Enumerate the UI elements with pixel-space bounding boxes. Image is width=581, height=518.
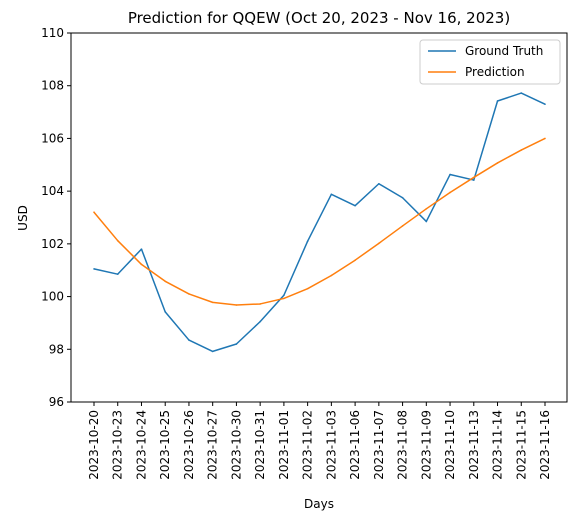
data-point-ground-truth bbox=[141, 248, 143, 250]
y-tick-label: 96 bbox=[49, 395, 64, 409]
x-tick-label: 2023-11-07 bbox=[372, 410, 386, 480]
y-tick-label: 110 bbox=[41, 26, 64, 40]
x-tick-label: 2023-11-01 bbox=[277, 410, 291, 480]
y-tick-label: 98 bbox=[49, 342, 64, 356]
x-tick-label: 2023-11-10 bbox=[443, 410, 457, 480]
data-point-prediction bbox=[212, 302, 214, 304]
data-point-prediction bbox=[520, 149, 522, 151]
y-tick-label: 102 bbox=[41, 237, 64, 251]
legend: Ground Truth Prediction bbox=[420, 40, 560, 84]
x-tick-label: 2023-11-03 bbox=[324, 410, 338, 480]
data-point-prediction bbox=[402, 225, 404, 227]
x-tick-label: 2023-11-02 bbox=[301, 410, 315, 480]
x-tick-label: 2023-10-20 bbox=[87, 410, 101, 480]
x-tick-label: 2023-11-09 bbox=[419, 410, 433, 480]
data-point-ground-truth bbox=[164, 311, 166, 313]
legend-label-ground-truth: Ground Truth bbox=[465, 44, 543, 58]
y-tick-label: 104 bbox=[41, 184, 64, 198]
data-point-prediction bbox=[378, 243, 380, 245]
x-axis-label: Days bbox=[304, 497, 334, 511]
data-point-prediction bbox=[331, 275, 333, 277]
data-point-prediction bbox=[188, 293, 190, 295]
x-tick-label: 2023-11-16 bbox=[538, 410, 552, 480]
y-tick-label: 106 bbox=[41, 131, 64, 145]
data-point-ground-truth bbox=[259, 321, 261, 323]
data-point-ground-truth bbox=[236, 343, 238, 345]
data-point-prediction bbox=[426, 208, 428, 210]
data-point-prediction bbox=[93, 211, 95, 213]
data-point-ground-truth bbox=[307, 240, 309, 242]
x-tick-label: 2023-11-15 bbox=[514, 410, 528, 480]
y-tick-label: 100 bbox=[41, 290, 64, 304]
data-point-ground-truth bbox=[117, 273, 119, 275]
data-point-prediction bbox=[141, 264, 143, 266]
x-tick-label: 2023-10-27 bbox=[206, 410, 220, 480]
data-point-ground-truth bbox=[93, 268, 95, 270]
x-tick-label: 2023-11-14 bbox=[491, 410, 505, 480]
data-point-prediction bbox=[354, 259, 356, 261]
data-point-ground-truth bbox=[520, 92, 522, 94]
chart-title: Prediction for QQEW (Oct 20, 2023 - Nov … bbox=[128, 9, 510, 27]
y-axis-label: USD bbox=[16, 205, 30, 231]
data-point-prediction bbox=[497, 162, 499, 164]
data-point-prediction bbox=[259, 303, 261, 305]
data-point-prediction bbox=[473, 177, 475, 179]
x-axis-ticks: 2023-10-20 2023-10-23 2023-10-24 2023-10-25… bbox=[87, 402, 552, 480]
x-tick-label: 2023-10-25 bbox=[158, 410, 172, 480]
data-point-ground-truth bbox=[544, 103, 546, 105]
data-point-prediction bbox=[449, 192, 451, 194]
data-point-ground-truth bbox=[354, 205, 356, 207]
series-line-prediction bbox=[94, 138, 545, 305]
x-tick-label: 2023-11-06 bbox=[348, 410, 362, 480]
x-tick-label: 2023-10-31 bbox=[253, 410, 267, 480]
series-lines bbox=[93, 92, 546, 352]
y-tick-label: 108 bbox=[41, 79, 64, 93]
data-point-ground-truth bbox=[331, 194, 333, 196]
series-line-ground-truth bbox=[94, 93, 545, 351]
x-tick-label: 2023-10-30 bbox=[229, 410, 243, 480]
x-tick-label: 2023-11-08 bbox=[396, 410, 410, 480]
data-point-ground-truth bbox=[473, 179, 475, 181]
data-point-prediction bbox=[544, 138, 546, 140]
data-point-ground-truth bbox=[212, 351, 214, 353]
data-point-prediction bbox=[236, 304, 238, 306]
legend-label-prediction: Prediction bbox=[465, 65, 525, 79]
x-tick-label: 2023-11-13 bbox=[467, 410, 481, 480]
x-tick-label: 2023-10-23 bbox=[111, 410, 125, 480]
data-point-ground-truth bbox=[188, 339, 190, 341]
data-point-prediction bbox=[283, 298, 285, 300]
data-point-ground-truth bbox=[402, 197, 404, 199]
data-point-prediction bbox=[117, 240, 119, 242]
x-tick-label: 2023-10-26 bbox=[182, 410, 196, 480]
y-axis-ticks: 96 98 100 102 104 106 108 110 bbox=[41, 26, 71, 409]
data-point-ground-truth bbox=[378, 183, 380, 185]
data-point-prediction bbox=[307, 288, 309, 290]
data-point-ground-truth bbox=[497, 100, 499, 102]
data-point-ground-truth bbox=[283, 294, 285, 296]
x-tick-label: 2023-10-24 bbox=[134, 410, 148, 480]
data-point-prediction bbox=[164, 280, 166, 282]
data-point-ground-truth bbox=[426, 221, 428, 223]
data-point-ground-truth bbox=[449, 174, 451, 176]
